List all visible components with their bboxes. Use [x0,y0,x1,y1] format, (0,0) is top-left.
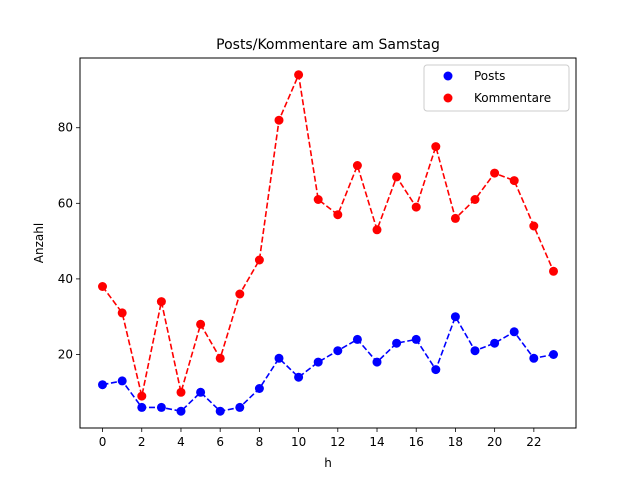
point-posts [274,353,284,363]
point-kommentare [470,195,480,204]
point-kommentare [509,176,519,186]
point-kommentare [431,142,441,152]
point-posts [392,338,402,348]
x-axis: 0 2 4 6 8 10 12 14 16 18 20 22 [99,428,541,449]
point-posts [333,346,343,356]
point-kommentare [215,353,225,363]
series-layer [98,70,558,416]
x-tick-label: 0 [99,435,107,449]
x-tick-label: 16 [409,435,424,449]
point-posts [372,357,382,367]
point-posts [490,338,500,348]
y-tick-label: 40 [58,272,73,286]
point-kommentare [196,319,206,329]
point-posts [98,380,107,390]
point-kommentare [450,213,460,223]
x-axis-label: h [324,456,332,470]
point-kommentare [352,161,362,170]
point-kommentare [156,297,166,307]
legend: Posts Kommentare [423,64,570,112]
point-posts [509,327,519,337]
point-posts [352,334,362,344]
point-posts [196,387,206,397]
point-posts [431,365,441,375]
chart-title: Posts/Kommentare am Samstag [216,37,440,53]
x-tick-label: 10 [291,435,306,449]
point-kommentare [294,70,304,80]
x-tick-label: 12 [330,435,345,449]
series-line-kommentare [101,71,555,397]
legend-label-posts: Posts [474,69,505,83]
point-kommentare [529,221,539,231]
point-posts [313,357,323,367]
point-posts [411,334,421,344]
point-posts [450,312,460,322]
legend-label-kommentare: Kommentare [474,91,551,105]
legend-marker-kommentare [443,93,453,103]
x-tick-label: 8 [256,435,264,449]
point-posts [549,350,558,359]
point-kommentare [176,387,186,397]
point-kommentare [333,210,343,220]
y-tick-label: 20 [58,347,73,361]
legend-marker-posts [443,71,453,81]
x-tick-label: 4 [177,435,185,449]
point-posts [215,406,225,416]
point-kommentare [235,289,245,299]
point-posts [254,384,264,393]
point-posts [176,406,186,416]
y-tick-label: 60 [58,196,73,210]
point-kommentare [98,282,107,291]
point-kommentare [137,391,147,401]
point-posts [470,346,480,356]
y-tick-label: 80 [58,121,73,135]
point-kommentare [490,168,500,178]
legend-frame [423,64,570,112]
plot-frame [79,57,577,429]
point-kommentare [549,266,558,276]
point-kommentare [372,225,382,235]
point-posts [294,372,304,382]
point-kommentare [313,195,323,204]
point-posts [156,402,166,412]
point-posts [137,402,147,412]
point-kommentare [274,115,284,125]
x-tick-label: 14 [369,435,384,449]
x-tick-label: 18 [448,435,463,449]
x-tick-label: 6 [216,435,224,449]
x-tick-label: 2 [138,435,146,449]
point-posts [235,402,245,412]
series-line-posts [102,314,554,413]
point-posts [117,376,127,386]
x-tick-label: 20 [487,435,502,449]
y-axis-label: Anzahl [32,223,46,263]
point-kommentare [254,255,264,265]
point-kommentare [411,202,421,212]
y-axis: 20 40 60 80 [58,121,80,361]
x-tick-label: 22 [526,435,541,449]
point-posts [529,353,539,363]
point-kommentare [117,308,127,318]
point-kommentare [392,172,402,182]
